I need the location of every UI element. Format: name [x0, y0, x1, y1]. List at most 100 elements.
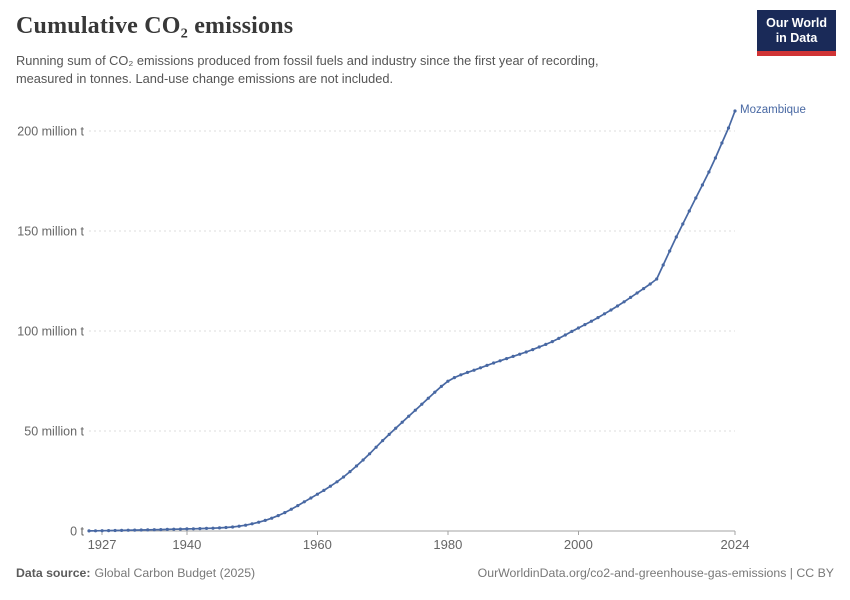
y-axis-tick-label: 0 t [70, 525, 84, 539]
data-point [433, 390, 437, 394]
data-point [531, 348, 535, 352]
data-point [609, 308, 613, 312]
data-point [400, 420, 404, 424]
data-point [126, 528, 130, 532]
data-point [472, 368, 476, 372]
data-point [296, 504, 300, 508]
x-axis-tick-label: 1927 [88, 537, 117, 552]
subtitle-line: measured in tonnes. Land-use change emis… [16, 71, 394, 86]
data-point [668, 249, 672, 253]
data-point [113, 528, 117, 533]
owid-logo-line1: Our World [766, 16, 827, 30]
data-point [524, 350, 528, 354]
y-axis-tick-label: 150 million t [17, 225, 84, 239]
data-source-value: Global Carbon Budget (2025) [94, 566, 256, 580]
data-point [354, 464, 359, 468]
data-point [211, 526, 215, 530]
owid-logo[interactable]: Our World in Data [757, 10, 836, 56]
owid-logo-line2: in Data [775, 31, 818, 45]
data-point [374, 445, 378, 449]
data-point [713, 156, 718, 160]
data-point [237, 524, 241, 528]
data-point [283, 510, 287, 515]
data-point [315, 492, 319, 496]
data-point [172, 527, 176, 531]
data-point [557, 336, 561, 340]
data-point [146, 528, 150, 532]
data-point [707, 170, 711, 174]
data-point [589, 319, 594, 323]
data-point [681, 222, 685, 226]
data-point [720, 141, 724, 145]
data-point [335, 480, 339, 484]
data-point [178, 527, 182, 531]
data-point [446, 379, 450, 383]
subtitle-line: Running sum of CO₂ emissions produced fr… [16, 53, 599, 68]
data-point [615, 304, 620, 308]
data-point [309, 496, 313, 500]
data-point [217, 526, 222, 530]
data-point [452, 376, 456, 380]
data-point [328, 484, 332, 488]
data-point [381, 439, 385, 443]
data-point [87, 529, 91, 533]
data-point [93, 529, 98, 533]
data-point [465, 370, 470, 374]
x-axis-tick-label: 1980 [433, 537, 462, 552]
y-axis-tick-label: 200 million t [17, 125, 84, 139]
data-point [250, 522, 254, 526]
data-point [478, 366, 483, 370]
data-point [387, 432, 391, 436]
data-point [152, 528, 156, 532]
data-point [635, 291, 639, 295]
series-line-mozambique[interactable] [88, 110, 736, 532]
data-point [694, 196, 698, 200]
data-point [139, 528, 143, 532]
data-point [596, 316, 600, 320]
series-label-mozambique: Mozambique [740, 104, 806, 116]
data-point [270, 516, 274, 520]
y-axis-tick-label: 50 million t [24, 425, 84, 439]
data-point [733, 109, 737, 113]
data-point [224, 525, 228, 530]
data-point [629, 295, 633, 299]
attribution-link[interactable]: OurWorldinData.org/co2-and-greenhouse-ga… [477, 566, 834, 580]
data-point [700, 183, 705, 187]
data-point [100, 529, 104, 533]
data-point [550, 340, 554, 344]
chart-footer: Data source: Global Carbon Budget (2025) … [16, 566, 834, 580]
data-point [289, 507, 293, 511]
data-point [394, 426, 398, 430]
data-point [302, 500, 306, 504]
data-point [120, 528, 124, 533]
y-axis-tick-label: 100 million t [17, 325, 84, 339]
data-point [726, 126, 731, 130]
data-point [231, 525, 235, 529]
data-source-label: Data source: [16, 566, 91, 580]
x-axis-tick-label: 2000 [564, 537, 593, 552]
data-point [413, 408, 417, 412]
data-point [348, 470, 352, 474]
data-point [505, 357, 509, 361]
data-point [576, 326, 581, 330]
series-points[interactable] [87, 109, 737, 533]
data-point [583, 323, 587, 327]
data-point [165, 527, 169, 532]
data-point [642, 287, 646, 291]
data-point [655, 277, 659, 281]
data-point [407, 414, 411, 418]
data-source-note: Data source: Global Carbon Budget (2025) [16, 566, 255, 580]
data-point [276, 514, 280, 518]
data-point [498, 359, 502, 363]
data-point [198, 527, 202, 531]
x-axis-tick-label: 2024 [721, 537, 750, 552]
data-point [133, 528, 137, 532]
data-point [439, 384, 443, 388]
data-point [159, 528, 163, 532]
data-point [368, 452, 372, 456]
data-point [420, 402, 424, 406]
data-point [518, 352, 522, 356]
data-point [544, 342, 548, 346]
data-point [341, 475, 346, 479]
